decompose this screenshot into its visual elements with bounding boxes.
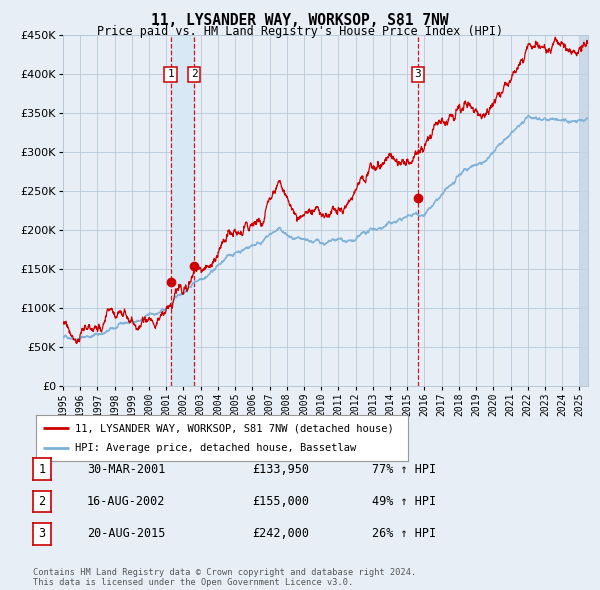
Text: 3: 3 (415, 70, 421, 80)
Text: £242,000: £242,000 (252, 527, 309, 540)
Text: 30-MAR-2001: 30-MAR-2001 (87, 463, 166, 476)
Text: £133,950: £133,950 (252, 463, 309, 476)
Text: 1: 1 (167, 70, 174, 80)
Text: 3: 3 (38, 527, 46, 540)
Bar (580, 35, 588, 386)
Text: 1: 1 (38, 463, 46, 476)
Text: £155,000: £155,000 (252, 495, 309, 508)
Text: 20-AUG-2015: 20-AUG-2015 (87, 527, 166, 540)
Text: Price paid vs. HM Land Registry's House Price Index (HPI): Price paid vs. HM Land Registry's House … (97, 25, 503, 38)
Bar (170, 35, 194, 386)
Text: 11, LYSANDER WAY, WORKSOP, S81 7NW (detached house): 11, LYSANDER WAY, WORKSOP, S81 7NW (deta… (75, 423, 394, 433)
Text: 26% ↑ HPI: 26% ↑ HPI (372, 527, 436, 540)
Text: 11, LYSANDER WAY, WORKSOP, S81 7NW: 11, LYSANDER WAY, WORKSOP, S81 7NW (151, 13, 449, 28)
Text: HPI: Average price, detached house, Bassetlaw: HPI: Average price, detached house, Bass… (75, 444, 356, 454)
Text: 16-AUG-2002: 16-AUG-2002 (87, 495, 166, 508)
Text: Contains HM Land Registry data © Crown copyright and database right 2024.
This d: Contains HM Land Registry data © Crown c… (33, 568, 416, 587)
Text: 2: 2 (191, 70, 197, 80)
Bar (580, 35, 588, 386)
Text: 49% ↑ HPI: 49% ↑ HPI (372, 495, 436, 508)
Text: 2: 2 (38, 495, 46, 508)
Text: 77% ↑ HPI: 77% ↑ HPI (372, 463, 436, 476)
